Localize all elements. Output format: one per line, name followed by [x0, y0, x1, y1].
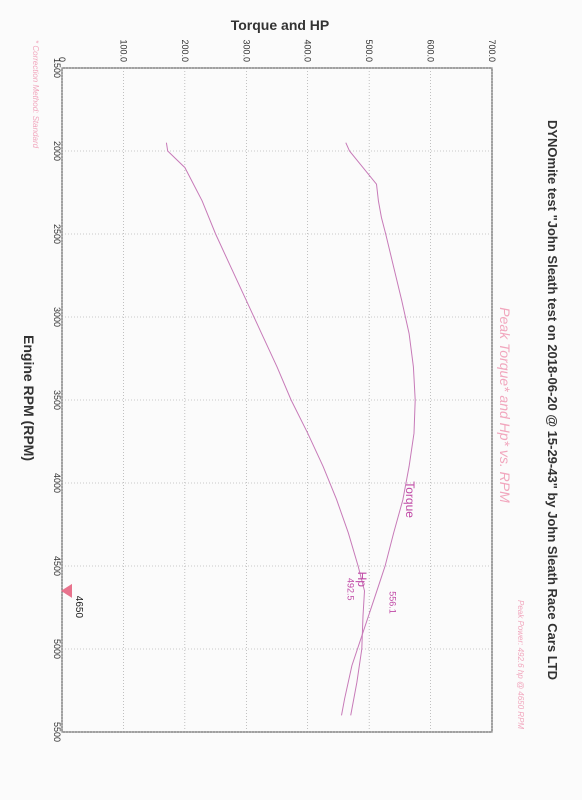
y-tick-label: 400.0	[303, 39, 313, 62]
chart-title: DYNOmite test "John Sleath test on 2018-…	[545, 120, 560, 680]
series-line-hp	[165, 142, 366, 716]
chart-subtitle: Peak Torque* and Hp* vs. RPM	[497, 307, 513, 503]
rpm-marker-triangle	[61, 583, 72, 598]
rpm-marker-label: 4650	[73, 596, 84, 619]
y-tick-label: 100.0	[118, 39, 128, 62]
y-tick-label: 300.0	[241, 39, 251, 62]
y-axis-title: Torque and HP	[231, 17, 330, 33]
y-tick-label: 0	[57, 57, 67, 62]
peak-power-footnote: Peak Power: 492.6 hp @ 4650 RPM	[516, 600, 525, 729]
series-peak-label-torque: 556.1	[387, 591, 397, 614]
y-tick-label: 200.0	[180, 39, 190, 62]
x-tick-label: 3500	[52, 390, 62, 410]
plot-area-border	[61, 67, 493, 733]
x-axis-title: Engine RPM (RPM)	[21, 335, 37, 461]
series-peak-label-hp: 492.5	[346, 578, 356, 601]
x-tick-label: 2500	[52, 224, 62, 244]
tick-labels: 0 100.0 200.0 300.0 400.0 500.0 600.0 700.0 1500…	[52, 39, 497, 742]
series-label-torque: Torque	[403, 481, 417, 518]
y-tick-label: 500.0	[364, 39, 374, 62]
grid-lines	[61, 67, 493, 733]
x-tick-label: 3000	[52, 307, 62, 327]
x-tick-label: 5000	[52, 639, 62, 659]
x-tick-label: 1500	[52, 58, 62, 78]
x-tick-label: 4500	[52, 556, 62, 576]
series-line-torque	[341, 142, 416, 716]
x-tick-label: 2000	[52, 141, 62, 161]
y-tick-label: 600.0	[426, 39, 436, 62]
x-tick-label: 5500	[52, 722, 62, 742]
series-lines	[165, 142, 416, 716]
series-label-hp: Hp	[355, 572, 369, 588]
y-tick-label: 700.0	[487, 39, 497, 62]
correction-footnote: * Correction Method: Standard	[31, 40, 40, 149]
chart-frame: 0 100.0 200.0 300.0 400.0 500.0 600.0 700.0 1500…	[52, 39, 497, 742]
x-tick-label: 4000	[52, 473, 62, 493]
